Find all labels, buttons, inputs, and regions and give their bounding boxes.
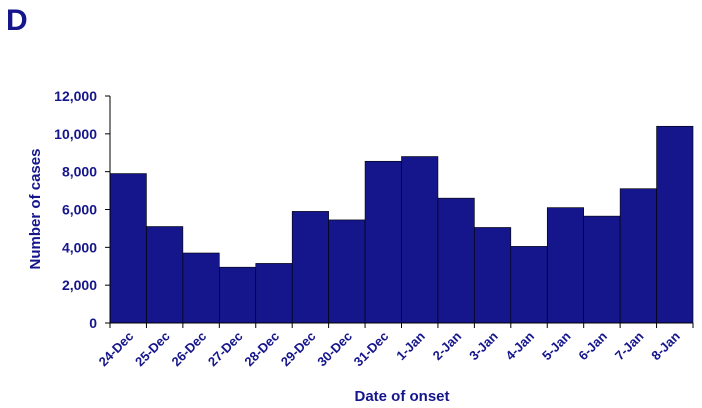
bar-2-jan — [437, 197, 475, 324]
x-tick-label: 7-Jan — [612, 328, 647, 363]
bar-6-jan — [583, 215, 621, 324]
x-tick-label: 26-Dec — [168, 329, 209, 370]
y-tick-label: 0 — [89, 315, 97, 331]
y-ticks-group: 0 2,000 4,000 6,000 8,000 10,000 12,000 — [54, 88, 110, 331]
y-tick-label: 12,000 — [54, 88, 97, 104]
y-tick-label: 10,000 — [54, 126, 97, 142]
x-tick-label: 3-Jan — [466, 328, 501, 363]
bar-3-jan — [474, 227, 512, 324]
y-tick-label: 2,000 — [62, 277, 97, 293]
bar-29-dec — [291, 211, 329, 324]
x-tick-label: 6-Jan — [575, 328, 610, 363]
x-tick-label: 29-Dec — [278, 329, 319, 370]
y-axis-label: Number of cases — [27, 149, 44, 270]
x-ticks-group: 24-Dec25-Dec26-Dec27-Dec28-Dec29-Dec30-D… — [96, 323, 694, 370]
x-tick-label: 1-Jan — [393, 328, 428, 363]
x-tick-label: 24-Dec — [96, 329, 137, 370]
y-tick-label: 4,000 — [62, 239, 97, 255]
x-tick-label: 2-Jan — [430, 328, 465, 363]
bar-27-dec — [219, 266, 257, 324]
x-tick-label: 8-Jan — [648, 328, 683, 363]
y-tick-label: 6,000 — [62, 202, 97, 218]
bar-5-jan — [546, 207, 584, 324]
x-tick-label: 28-Dec — [241, 329, 282, 370]
bar-1-jan — [401, 156, 439, 324]
bars-group — [109, 125, 694, 324]
bar-7-jan — [619, 188, 657, 324]
x-axis-label: Date of onset — [354, 388, 449, 405]
bar-31-dec — [364, 160, 402, 324]
bar-26-dec — [182, 252, 220, 324]
y-tick-label: 8,000 — [62, 164, 97, 180]
bar-28-dec — [255, 263, 293, 324]
x-tick-label: 5-Jan — [539, 328, 574, 363]
bar-4-jan — [510, 246, 548, 324]
bar-30-dec — [328, 219, 366, 324]
x-tick-label: 25-Dec — [132, 329, 173, 370]
bar-24-dec — [109, 173, 147, 324]
x-tick-label: 27-Dec — [205, 329, 246, 370]
bar-8-jan — [656, 125, 694, 324]
x-tick-label: 4-Jan — [503, 328, 538, 363]
panel-label: D — [6, 4, 28, 37]
x-tick-label: 30-Dec — [314, 329, 355, 370]
bar-25-dec — [146, 226, 184, 324]
x-tick-label: 31-Dec — [351, 329, 392, 370]
